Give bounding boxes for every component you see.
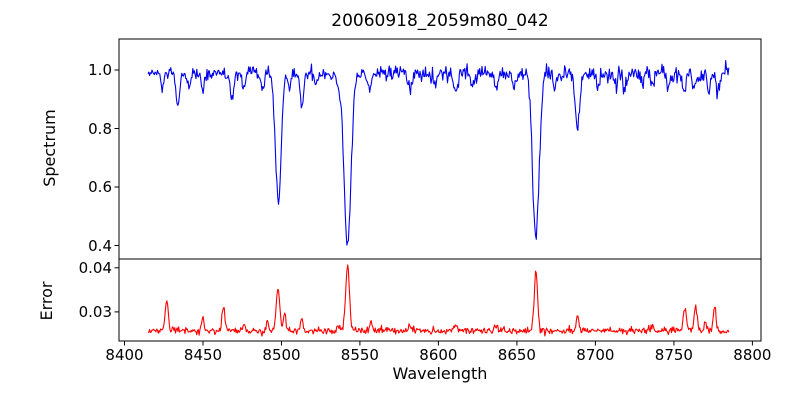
x-tick-label: 8450 [183,346,223,364]
y-tick-label: 0.6 [88,178,112,196]
x-tick-label: 8500 [262,346,301,364]
y-tick-label: 0.8 [88,119,112,138]
y-tick-label: 0.4 [88,236,112,255]
x-tick-label: 8800 [733,346,772,364]
spectrum-axis-label: Spectrum [40,109,59,187]
x-tick-label: 8400 [105,346,144,364]
error-axis-label: Error [37,281,56,321]
x-tick-label: 8650 [497,346,536,364]
y-tick-label: 0.03 [78,302,112,321]
x-axis-label: Wavelength [392,364,488,383]
error-panel [118,258,762,342]
spectrum-line [147,60,730,246]
x-tick-label: 8750 [654,346,693,364]
y-tick-label: 1.0 [88,61,112,79]
x-tick-label: 8700 [576,346,615,364]
x-tick-label: 8600 [419,346,458,364]
error-line [147,264,730,337]
x-tick-label: 8550 [340,346,379,364]
y-tick-label: 0.04 [78,258,112,277]
chart-title: 20060918_2059m80_042 [331,11,549,31]
